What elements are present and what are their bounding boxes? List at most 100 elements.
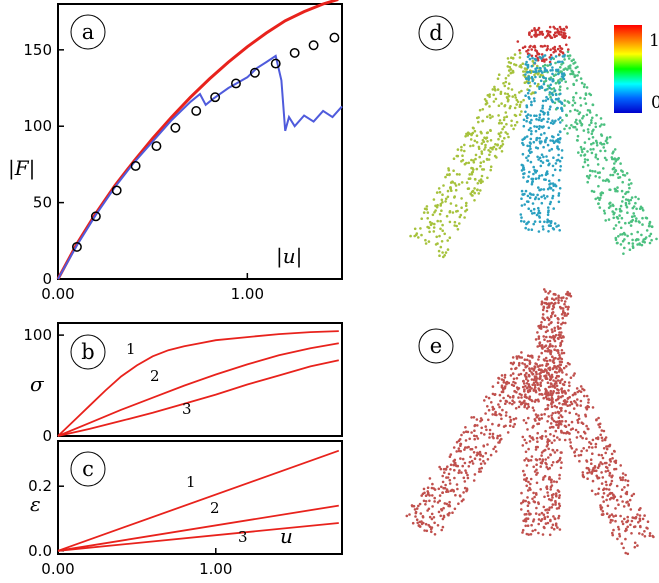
panel-e-leg-middle-point — [532, 491, 535, 495]
panel-d-leg-right-point — [579, 77, 583, 80]
panel-e-leg-middle-point — [545, 362, 549, 366]
panel-e-leg-left-point — [423, 529, 426, 532]
panel-e-leg-right-point — [617, 528, 621, 531]
panel-e-leg-left-point — [445, 476, 448, 479]
panel-d-leg-right-point — [559, 85, 562, 88]
panel-e-leg-middle-point — [525, 396, 528, 399]
panel-e-leg-right-point — [588, 470, 591, 474]
panel-e-leg-middle-point — [545, 487, 549, 491]
panel-d-leg-left-point — [473, 177, 477, 181]
panel-c-curve-label-3: 3 — [238, 528, 248, 546]
panel-d-leg-right-point — [594, 153, 598, 156]
panel-e-leg-left-point — [498, 412, 501, 416]
panel-d-top-point — [563, 36, 567, 40]
panel-d-leg-left-point — [482, 168, 486, 171]
panel-e-leg-left-point — [534, 370, 538, 374]
panel-d-leg-right-point — [583, 153, 587, 156]
panel-c-xtick-label-0: 0.00 — [41, 560, 74, 578]
panel-d-leg-middle-point — [535, 114, 538, 118]
panel-e-leg-right-point — [636, 513, 639, 516]
panel-d-leg-left-point — [472, 159, 475, 162]
panel-e-leg-right-point — [630, 519, 634, 523]
panel-d-leg-left-point — [486, 140, 489, 143]
panel-d-leg-left-point — [471, 131, 475, 135]
panel-d-leg-left-point — [481, 180, 484, 183]
panel-d-leg-left-point — [489, 165, 493, 168]
panel-e-leg-left-point — [453, 476, 456, 480]
panel-c-series-line-0 — [57, 449, 340, 552]
panel-d-leg-left-point — [460, 181, 464, 184]
panel-e-leg-middle-point — [544, 435, 548, 438]
panel-d-leg-left-point — [433, 211, 436, 214]
panel-e-top-point — [562, 335, 565, 339]
panel-d-leg-middle-point — [525, 180, 529, 183]
panel-e-leg-left-point — [430, 517, 434, 521]
panel-d-leg-left-point — [419, 227, 422, 230]
panel-e-leg-right-point — [602, 447, 606, 450]
panel-e-leg-middle-point — [544, 461, 547, 465]
panel-d-leg-right-point — [580, 148, 584, 151]
panel-d-leg-middle-point — [552, 79, 555, 83]
panel-e-leg-left-point — [465, 471, 468, 475]
panel-e-leg-middle-point — [554, 429, 558, 433]
panel-e-leg-right-point — [590, 489, 594, 493]
panel-e-leg-middle-point — [551, 461, 555, 464]
panel-e-leg-left-point — [488, 436, 491, 439]
panel-d-leg-left-point — [461, 154, 464, 157]
panel-e-leg-left-point — [489, 453, 493, 457]
panel-e-leg-middle-point — [544, 408, 547, 411]
panel-e-leg-left-point — [453, 458, 457, 462]
panel-e-leg-middle-point — [524, 365, 527, 369]
panel-d-leg-middle-point — [534, 75, 537, 79]
panel-e-label-circle — [418, 328, 454, 364]
panel-d-leg-left-point — [516, 40, 520, 43]
panel-e-top-point — [541, 308, 545, 312]
panel-d-leg-left-point — [507, 82, 511, 85]
panel-d-leg-right-point — [604, 139, 608, 143]
panel-d-leg-middle-point — [533, 82, 537, 85]
panel-d-leg-left-point — [489, 129, 492, 132]
panel-e-leg-left-point — [511, 372, 515, 375]
panel-e-leg-left-point — [459, 442, 463, 446]
panel-d-leg-left-point — [432, 230, 436, 233]
panel-d-leg-middle-point — [551, 164, 555, 168]
panel-d-leg-middle-point — [559, 49, 562, 53]
panel-d-leg-middle-point — [553, 89, 557, 92]
panel-e-leg-left-point — [448, 478, 452, 482]
panel-d-leg-left-point — [438, 212, 442, 216]
panel-e-leg-left-point — [473, 429, 476, 433]
panel-e-leg-left-point — [427, 491, 430, 495]
panel-d-leg-middle-point — [557, 194, 560, 197]
panel-e-leg-left-point — [454, 461, 457, 465]
panel-d-leg-middle-point — [535, 169, 539, 173]
panel-e-leg-left-point — [441, 525, 445, 529]
panel-a-marker-1 — [90, 211, 101, 222]
panel-e-leg-middle-point — [544, 392, 547, 396]
panel-e-top-point — [559, 344, 562, 348]
panel-d-leg-left-point — [437, 249, 441, 253]
panel-d-leg-left-point — [430, 222, 434, 225]
panel-e-leg-left-point — [509, 420, 512, 424]
panel-e-leg-right-point — [575, 448, 578, 451]
panel-e-leg-middle-point — [528, 388, 531, 391]
panel-d-leg-right-point — [573, 75, 576, 79]
panel-d-leg-left-point — [513, 123, 517, 127]
panel-e-leg-right-point — [591, 479, 595, 483]
panel-d-leg-left-point — [501, 143, 505, 146]
panel-e-leg-middle-point — [534, 413, 538, 416]
panel-d-top-point — [544, 36, 547, 39]
panel-e-top-point — [560, 349, 564, 352]
panel-e-leg-left-point — [517, 396, 520, 399]
panel-d-leg-middle-point — [557, 192, 561, 195]
panel-d-leg-middle-point — [556, 106, 559, 110]
panel-d-leg-right-point — [596, 157, 600, 161]
panel-e-leg-middle-point — [549, 393, 552, 396]
panel-e-top-point — [546, 347, 549, 350]
panel-d-leg-middle-point — [537, 209, 541, 213]
panel-e-leg-left-point — [520, 351, 523, 354]
panel-d-leg-left-point — [500, 150, 504, 153]
panel-e-leg-middle-point — [557, 516, 560, 520]
panel-e-leg-right-point — [648, 534, 652, 537]
panel-d-leg-right-point — [617, 156, 620, 160]
panel-d-leg-left-point — [516, 100, 520, 104]
